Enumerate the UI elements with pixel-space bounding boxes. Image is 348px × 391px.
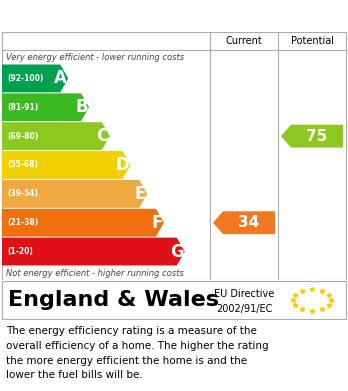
Text: C: C: [97, 127, 109, 145]
Text: 2002/91/EC: 2002/91/EC: [216, 304, 272, 314]
Polygon shape: [2, 151, 130, 179]
Text: G: G: [170, 242, 184, 260]
Text: A: A: [54, 70, 67, 88]
Polygon shape: [2, 238, 185, 265]
Text: 75: 75: [306, 129, 327, 143]
Text: (39-54): (39-54): [7, 189, 38, 198]
Text: EU Directive: EU Directive: [214, 289, 274, 299]
Polygon shape: [281, 125, 343, 147]
Text: (81-91): (81-91): [7, 103, 38, 112]
Text: Not energy efficient - higher running costs: Not energy efficient - higher running co…: [6, 269, 184, 278]
Text: E: E: [135, 185, 146, 203]
Text: 34: 34: [238, 215, 260, 230]
Text: (92-100): (92-100): [7, 74, 44, 83]
Text: The energy efficiency rating is a measure of the
overall efficiency of a home. T: The energy efficiency rating is a measur…: [6, 326, 269, 380]
Polygon shape: [2, 209, 164, 237]
Polygon shape: [2, 122, 110, 150]
Polygon shape: [213, 211, 275, 234]
Text: Potential: Potential: [291, 36, 333, 46]
Text: England & Wales: England & Wales: [8, 290, 219, 310]
Text: (69-80): (69-80): [7, 132, 38, 141]
Text: Very energy efficient - lower running costs: Very energy efficient - lower running co…: [6, 52, 184, 61]
Text: (21-38): (21-38): [7, 218, 38, 227]
Text: (1-20): (1-20): [7, 247, 33, 256]
Polygon shape: [2, 180, 147, 208]
Text: B: B: [76, 98, 88, 116]
Text: D: D: [116, 156, 130, 174]
Text: Current: Current: [226, 36, 262, 46]
Polygon shape: [2, 65, 68, 92]
Text: F: F: [151, 214, 163, 232]
Text: Energy Efficiency Rating: Energy Efficiency Rating: [8, 9, 218, 23]
Polygon shape: [2, 93, 89, 121]
Text: (55-68): (55-68): [7, 160, 38, 170]
